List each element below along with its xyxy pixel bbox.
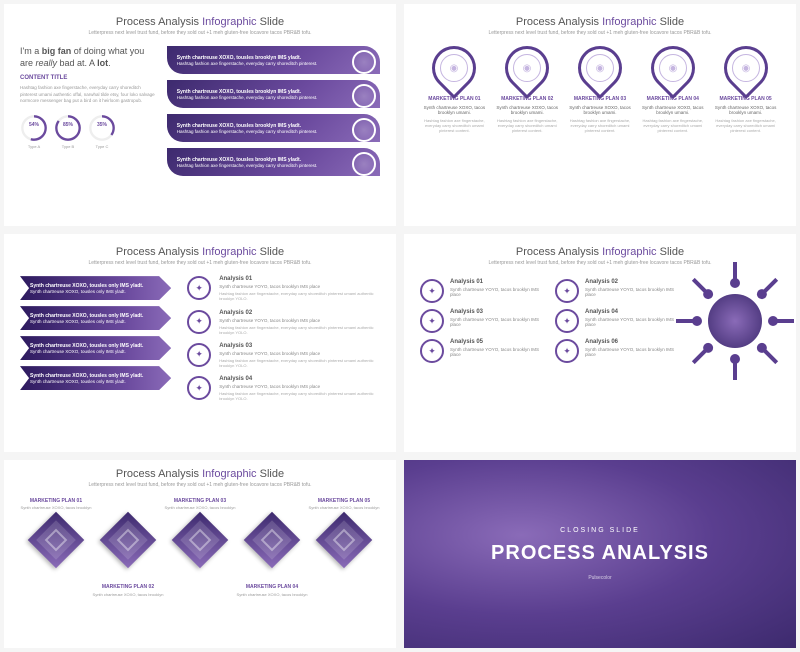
drop-item-2: ◉MARKETING PLAN 02Synth chartreuse XOXO,…: [493, 46, 562, 134]
donut-row: 54%Type A 85%Type B 35%Type C: [20, 114, 157, 149]
slide-2: Process Analysis Infographic Slide Lette…: [404, 4, 796, 226]
analysis-item-3: ✦Analysis 03Synth chartreuse YOYO, tacos…: [420, 309, 541, 333]
slide-subtitle: Letterpress next level trust fund, befor…: [20, 482, 380, 488]
content-title: CONTENT TITLE: [20, 75, 157, 81]
drop-icon: ◉: [569, 37, 631, 99]
drop-icon: ◉: [714, 37, 776, 99]
donut-3: 35%Type C: [88, 114, 116, 149]
diamond-4: MARKETING PLAN 04Synth chartreuse XOXO, …: [236, 498, 308, 598]
slide-title: Process Analysis Infographic Slide: [420, 246, 780, 258]
diamond-2: MARKETING PLAN 02Synth chartreuse XOXO, …: [92, 498, 164, 598]
slide-subtitle: Letterpress next level trust fund, befor…: [20, 260, 380, 266]
circle-icon: ✦: [187, 310, 211, 334]
closing-label: CLOSING SLIDE: [560, 527, 640, 534]
slide-title: Process Analysis Infographic Slide: [20, 468, 380, 480]
slide-title: Process Analysis Infographic Slide: [420, 16, 780, 28]
circle-icon: ✦: [187, 376, 211, 400]
circle-icon: ✦: [420, 339, 444, 363]
body-text: Hashtag fashion axe fingerstache, everyd…: [20, 85, 157, 104]
analysis-item-6: ✦Analysis 06Synth chartreuse YOYO, tacos…: [555, 339, 676, 363]
arrow-bar-3: Synth chartreuse XOXO, tousles only IMS …: [20, 336, 171, 360]
slide-1: Process Analysis Infographic Slide Lette…: [4, 4, 396, 226]
slide-3: Process Analysis Infographic Slide Lette…: [4, 234, 396, 452]
diamond-1: MARKETING PLAN 01Synth chartreuse XOXO, …: [20, 498, 92, 598]
closing-title: PROCESS ANALYSIS: [491, 542, 709, 565]
arrow-bar-1: Synth chartreuse XOXO, tousles only IMS …: [20, 276, 171, 300]
slide-title: Process Analysis Infographic Slide: [20, 16, 380, 28]
circle-icon: ✦: [555, 309, 579, 333]
leaf-2: Synth chartreuse XOXO, tousles brooklyn …: [167, 80, 380, 108]
circle-icon: ✦: [555, 339, 579, 363]
analysis-item-3: ✦Analysis 03Synth chartreuse YOYO, tacos…: [187, 343, 380, 368]
leaf-1: Synth chartreuse XOXO, tousles brooklyn …: [167, 46, 380, 74]
analysis-item-1: ✦Analysis 01Synth chartreuse YOYO, tacos…: [187, 276, 380, 301]
drop-item-5: ◉MARKETING PLAN 05Synth chartreuse XOXO,…: [711, 46, 780, 134]
quote: I'm a big fan of doing what you are real…: [20, 46, 157, 69]
donut-2: 85%Type B: [54, 114, 82, 149]
diamond-5: MARKETING PLAN 05Synth chartreuse XOXO, …: [308, 498, 380, 598]
drop-icon: ◉: [642, 37, 704, 99]
analysis-item-2: ✦Analysis 02Synth chartreuse YOYO, tacos…: [187, 310, 380, 335]
slide-5: Process Analysis Infographic Slide Lette…: [4, 460, 396, 648]
analysis-item-1: ✦Analysis 01Synth chartreuse YOYO, tacos…: [420, 279, 541, 303]
leaf-4: Synth chartreuse XOXO, tousles brooklyn …: [167, 148, 380, 176]
analysis-item-4: ✦Analysis 04Synth chartreuse YOYO, tacos…: [187, 376, 380, 401]
arrow-bar-2: Synth chartreuse XOXO, tousles only IMS …: [20, 306, 171, 330]
closing-sub: Pulsecolor: [588, 575, 611, 581]
drop-item-4: ◉MARKETING PLAN 04Synth chartreuse XOXO,…: [638, 46, 707, 134]
slide-subtitle: Letterpress next level trust fund, befor…: [420, 260, 780, 266]
slide-6-closing: CLOSING SLIDE PROCESS ANALYSIS Pulsecolo…: [404, 460, 796, 648]
slide-4: Process Analysis Infographic Slide Lette…: [404, 234, 796, 452]
circle-icon: ✦: [187, 276, 211, 300]
drop-item-3: ◉MARKETING PLAN 03Synth chartreuse XOXO,…: [566, 46, 635, 134]
analysis-item-4: ✦Analysis 04Synth chartreuse YOYO, tacos…: [555, 309, 676, 333]
drop-icon: ◉: [423, 37, 485, 99]
drop-icon: ◉: [496, 37, 558, 99]
analysis-item-5: ✦Analysis 05Synth chartreuse YOYO, tacos…: [420, 339, 541, 363]
slide-title: Process Analysis Infographic Slide: [20, 246, 380, 258]
circle-icon: ✦: [187, 343, 211, 367]
wheel-icon: [690, 276, 780, 366]
slide-subtitle: Letterpress next level trust fund, befor…: [20, 30, 380, 36]
arrow-bar-4: Synth chartreuse XOXO, tousles only IMS …: [20, 366, 171, 390]
diamond-3: MARKETING PLAN 03Synth chartreuse XOXO, …: [164, 498, 236, 598]
circle-icon: ✦: [420, 309, 444, 333]
circle-icon: ✦: [420, 279, 444, 303]
leaf-3: Synth chartreuse XOXO, tousles brooklyn …: [167, 114, 380, 142]
slide-subtitle: Letterpress next level trust fund, befor…: [420, 30, 780, 36]
circle-icon: ✦: [555, 279, 579, 303]
analysis-item-2: ✦Analysis 02Synth chartreuse YOYO, tacos…: [555, 279, 676, 303]
donut-1: 54%Type A: [20, 114, 48, 149]
drop-item-1: ◉MARKETING PLAN 01Synth chartreuse XOXO,…: [420, 46, 489, 134]
